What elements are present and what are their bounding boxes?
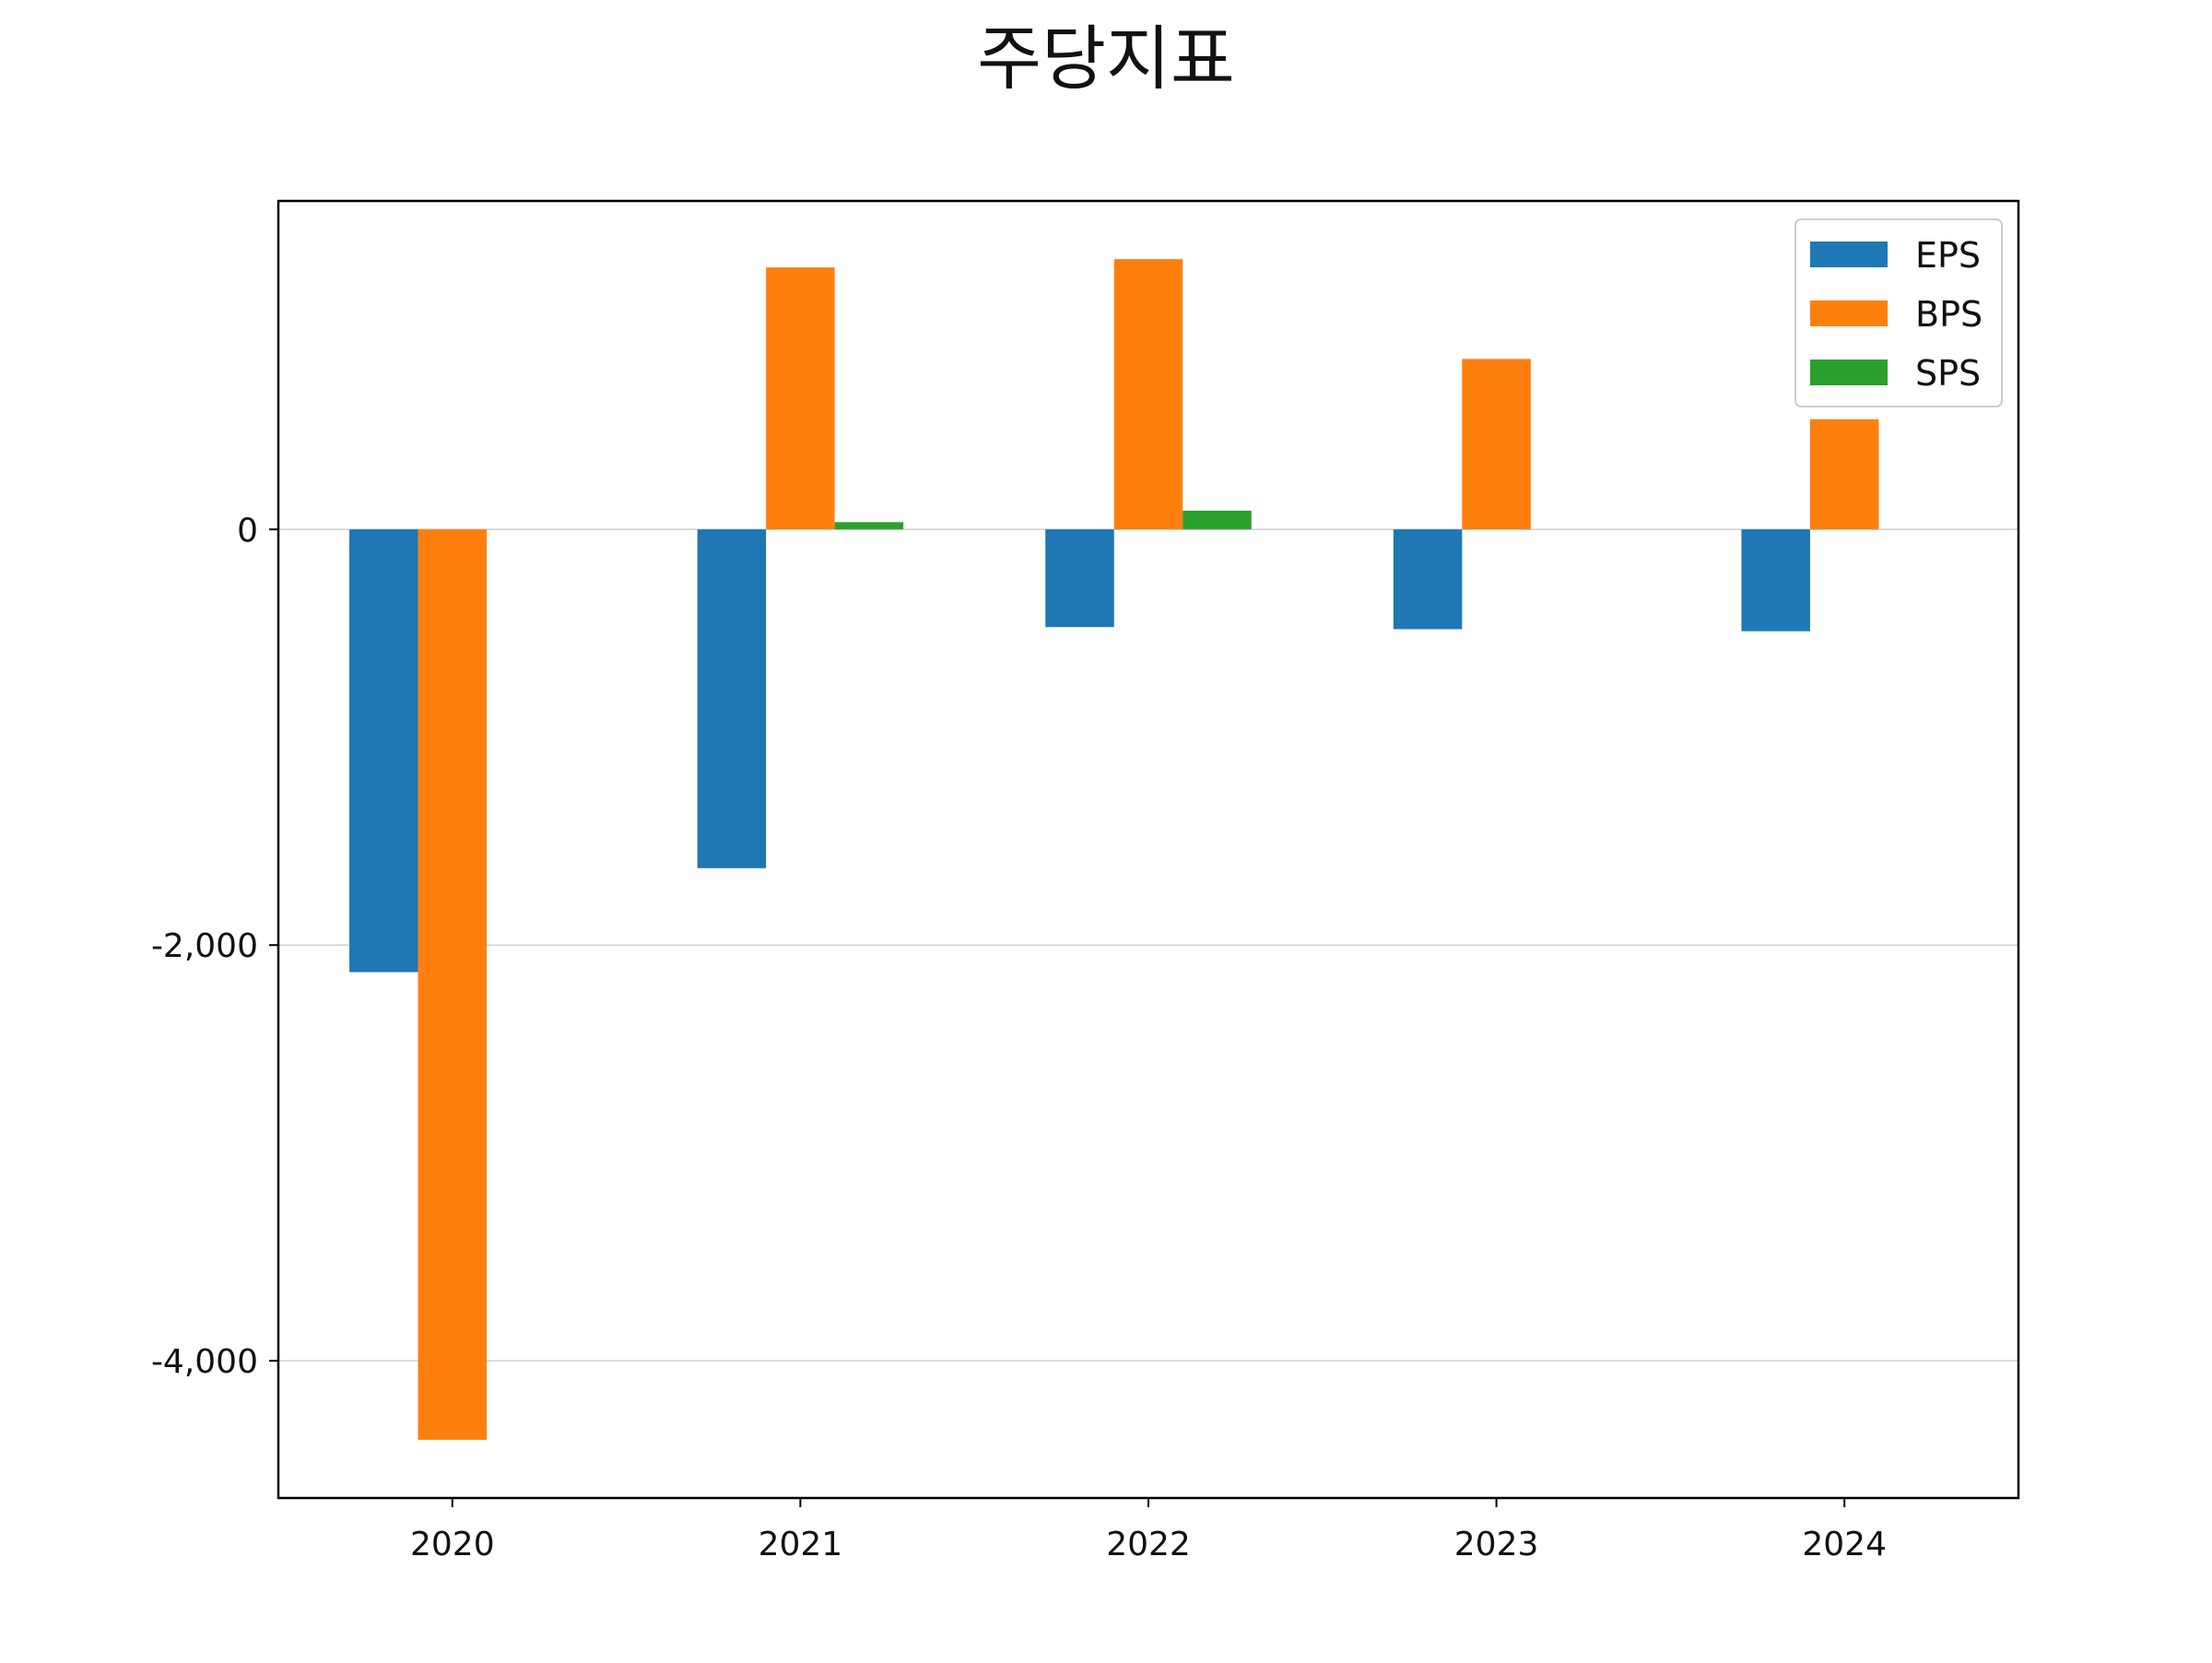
legend-label-bps: BPS [1915, 294, 1983, 335]
bar-eps-2023 [1393, 529, 1463, 630]
bar-sps-2021 [834, 522, 904, 530]
x-tick-label: 2020 [410, 1526, 495, 1563]
bars-layer [349, 259, 1879, 1440]
legend-swatch-sps [1810, 360, 1888, 385]
legend-label-sps: SPS [1915, 353, 1981, 394]
legend-swatch-bps [1810, 301, 1888, 326]
x-axis: 2020 2021 2022 2023 2024 [410, 1498, 1887, 1563]
legend-swatch-eps [1810, 242, 1888, 267]
bar-bps-2020 [418, 529, 488, 1440]
x-tick-label: 2024 [1802, 1526, 1887, 1563]
y-tick-label: -2,000 [151, 927, 258, 965]
bar-eps-2022 [1045, 529, 1114, 628]
grid-lines [278, 528, 2018, 1362]
bar-bps-2022 [1113, 259, 1183, 530]
y-tick-label: -4,000 [151, 1343, 258, 1381]
x-tick-label: 2023 [1454, 1526, 1539, 1563]
bar-bps-2021 [766, 267, 835, 530]
y-tick-label: 0 [237, 512, 258, 549]
y-axis: 0 -2,000 -4,000 [151, 512, 278, 1381]
legend-label-eps: EPS [1915, 235, 1981, 276]
bar-eps-2020 [349, 529, 418, 973]
bar-eps-2021 [697, 529, 767, 868]
legend: EPS BPS SPS [1794, 218, 2003, 407]
bar-eps-2024 [1741, 529, 1810, 631]
bar-sps-2022 [1182, 510, 1252, 530]
bar-bps-2023 [1462, 359, 1531, 530]
bar-bps-2024 [1809, 419, 1879, 530]
x-tick-label: 2021 [759, 1526, 843, 1563]
chart-title: 주당지표 [977, 18, 1235, 100]
x-tick-label: 2022 [1106, 1526, 1191, 1563]
